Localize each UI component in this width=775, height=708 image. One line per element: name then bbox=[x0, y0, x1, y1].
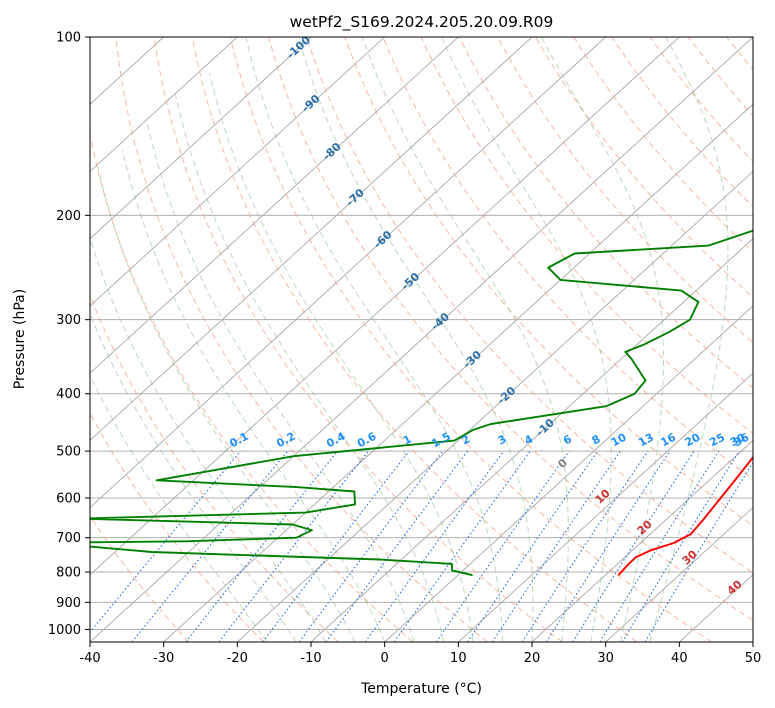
mixing-ratio-label: 10 bbox=[609, 430, 629, 449]
moist-adiabat-line bbox=[90, 374, 268, 642]
isotherm-line bbox=[605, 506, 753, 642]
x-tick-label: 10 bbox=[450, 651, 467, 666]
mixing-ratio-line bbox=[435, 450, 570, 642]
isotherm-line bbox=[90, 37, 385, 307]
mixing-ratio-label: 30 bbox=[728, 431, 748, 450]
y-tick-label: 1000 bbox=[48, 623, 81, 638]
isotherm-line bbox=[90, 37, 459, 374]
mixing-ratio-label: 20 bbox=[683, 430, 703, 449]
mixing-ratio-line bbox=[364, 450, 505, 642]
moist-adiabat-line bbox=[209, 72, 474, 642]
mixing-ratio-label: 25 bbox=[707, 431, 727, 450]
y-tick-label: 900 bbox=[56, 596, 81, 611]
axis-layer: -40 -30 -20 -10 0 10 20 30 40 50 100 200 300 400 500 60… bbox=[48, 31, 761, 667]
moist-adiabat-line bbox=[90, 236, 327, 642]
moist-adiabat-line bbox=[361, 37, 569, 642]
y-axis-label: Pressure (hPa) bbox=[12, 289, 28, 389]
dry-adiabat-line bbox=[90, 515, 190, 642]
isotherm-line bbox=[90, 37, 312, 240]
temperature-profile-line bbox=[617, 455, 753, 576]
dry-adiabat-line bbox=[268, 37, 753, 622]
dry-adiabat-line bbox=[344, 37, 753, 527]
y-tick-label: 400 bbox=[56, 387, 81, 402]
isotherm-line bbox=[384, 305, 753, 642]
y-tick-label: 500 bbox=[56, 445, 81, 460]
mixing-ratio-line bbox=[467, 450, 599, 642]
data-layer bbox=[90, 229, 753, 577]
isotherm-line bbox=[163, 103, 753, 642]
mixing-ratio-line bbox=[572, 450, 695, 642]
dry-adiabat-line bbox=[90, 412, 264, 642]
y-tick-label: 100 bbox=[56, 31, 81, 46]
y-tick-label: 300 bbox=[56, 313, 81, 328]
mixing-ratio-line bbox=[393, 450, 531, 642]
dry-adiabat-line bbox=[496, 37, 753, 344]
x-tick-label: 40 bbox=[671, 651, 688, 666]
moist-adiabat-line bbox=[297, 37, 534, 642]
moist-adiabat-line bbox=[540, 37, 664, 642]
mixing-ratio-label: 16 bbox=[658, 431, 678, 450]
grid-layer bbox=[90, 37, 753, 642]
dry-adiabat-line bbox=[191, 37, 638, 642]
mixing-ratio-line bbox=[298, 450, 444, 642]
isotherm-line bbox=[310, 238, 753, 642]
mixing-ratio-line bbox=[185, 450, 339, 642]
mixing-ratio-line bbox=[621, 450, 740, 642]
mixing-ratio-label: 13 bbox=[636, 431, 656, 450]
y-tick-label: 200 bbox=[56, 209, 81, 224]
x-tick-label: 20 bbox=[524, 651, 541, 666]
dry-adiabat-line bbox=[90, 131, 414, 642]
isotherm-line bbox=[458, 372, 753, 642]
mixing-ratio-line bbox=[131, 450, 289, 642]
moist-adiabat-line bbox=[649, 37, 729, 642]
dry-adiabat-line bbox=[306, 37, 753, 574]
moist-adiabat-line bbox=[441, 37, 612, 642]
x-tick-label: -30 bbox=[153, 651, 174, 666]
dewpoint-profile-line bbox=[90, 229, 753, 577]
dry-adiabat-line bbox=[535, 37, 753, 298]
dry-adiabat-line bbox=[153, 37, 563, 642]
y-tick-label: 800 bbox=[56, 566, 81, 581]
mixing-ratio-line bbox=[262, 450, 410, 642]
x-tick-label: -20 bbox=[227, 651, 248, 666]
isotherm-line bbox=[90, 37, 606, 509]
isotherm-line bbox=[237, 170, 753, 642]
mixing-ratio-line bbox=[521, 450, 649, 642]
plot-frame bbox=[89, 36, 754, 643]
y-tick-label: 700 bbox=[56, 531, 81, 546]
moist-adiabat-line bbox=[97, 165, 356, 642]
x-tick-label: -10 bbox=[300, 651, 321, 666]
chart-title: wetPf2_S169.2024.205.20.09.R09 bbox=[290, 13, 554, 32]
mixing-ratio-line bbox=[491, 450, 621, 642]
isotherm-line bbox=[531, 439, 753, 642]
x-tick-label: 30 bbox=[597, 651, 614, 666]
x-axis-label: Temperature (°C) bbox=[360, 681, 482, 697]
moist-adiabat-line bbox=[121, 149, 386, 642]
x-tick-label: 0 bbox=[381, 651, 389, 666]
mixing-ratio-label: 36 bbox=[732, 431, 752, 450]
isotherm-line bbox=[90, 37, 238, 173]
mixing-ratio-line bbox=[90, 450, 242, 633]
moist-adiabat-line bbox=[146, 123, 415, 642]
y-tick-label: 600 bbox=[56, 492, 81, 507]
mixing-ratio-line bbox=[325, 450, 468, 642]
moist-adiabat-line bbox=[90, 312, 297, 642]
x-tick-label: 50 bbox=[745, 651, 762, 666]
dry-adiabat-line bbox=[115, 37, 488, 642]
mixing-ratio-line bbox=[545, 450, 671, 642]
dry-adiabat-line bbox=[382, 37, 753, 481]
x-tick-label: -40 bbox=[79, 651, 100, 666]
isotherm-line bbox=[90, 37, 533, 441]
moist-adiabat-line bbox=[245, 37, 503, 642]
moist-adiabat-line bbox=[174, 94, 445, 642]
dry-adiabat-line bbox=[229, 37, 712, 642]
